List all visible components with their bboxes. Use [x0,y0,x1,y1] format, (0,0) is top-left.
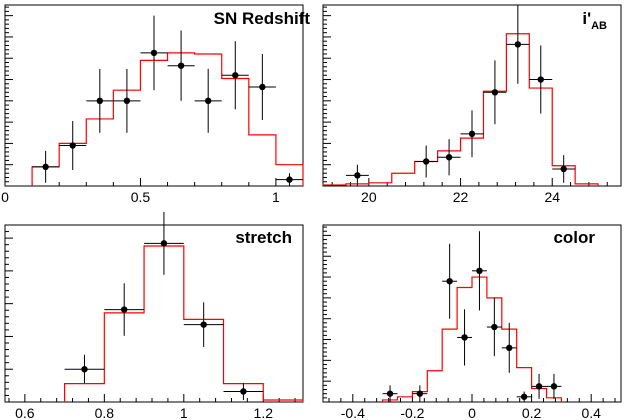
x-tick-label-sn-redshift: 1 [272,189,280,205]
data-point-sn-redshift [150,49,158,57]
data-point-i-ab [514,41,522,48]
data-point-sn-redshift [69,142,76,149]
data-point-i-ab [445,154,453,161]
data-point-color [461,334,468,341]
data-point-color [520,393,528,400]
x-tick-label-color: 0 [468,405,476,420]
data-point-color [386,390,394,397]
histogram-i-ab [322,33,599,186]
data-point-color [550,383,558,390]
panel-title-i-main: i' [582,9,591,28]
panel-title-color: color [553,228,595,247]
x-tick-label-color: -0.2 [400,405,424,420]
data-point-stretch [240,388,247,395]
panel-i-ab: 20 22 24 i'AB [322,4,622,205]
histogram-color [382,276,562,402]
data-point-sn-redshift [232,72,239,79]
data-point-i-ab [468,130,476,138]
data-point-sn-redshift [42,163,49,171]
panel-color: -0.4 -0.2 0 0.2 0.4 color [322,224,622,420]
data-point-color [476,267,483,275]
data-point-sn-redshift [286,176,293,183]
data-point-stretch [121,306,128,313]
histogram-stretch [63,245,304,402]
x-tick-label-stretch: 1 [180,405,188,420]
data-point-color [416,390,424,397]
plot-frame-color [322,224,622,403]
panel-title-i-subscript: AB [591,20,607,32]
x-tick-label-color: 0.4 [581,405,601,420]
x-tick-label-i-ab: 22 [453,189,469,205]
data-point-stretch [81,366,88,373]
data-point-sn-redshift [204,97,212,105]
data-point-sn-redshift [177,62,185,69]
x-tick-label-color: -0.4 [341,405,365,420]
x-tick-label-stretch: 1.2 [254,405,274,420]
data-point-color [506,344,513,352]
panel-title-stretch: stretch [235,228,292,247]
data-point-i-ab [560,165,567,173]
data-point-i-ab [422,158,430,165]
x-tick-label-i-ab: 24 [544,189,560,205]
x-tick-label-sn-redshift: 0 [1,189,9,205]
data-point-sn-redshift [259,83,266,91]
x-tick-label-color: 0.2 [522,405,542,420]
data-point-color [446,278,453,285]
data-point-color [491,323,498,331]
data-point-i-ab [491,89,499,96]
x-tick-label-stretch: 0.8 [95,405,115,420]
plot-frame-stretch [4,224,304,403]
panel-stretch: 0.6 0.8 1 1.2 stretch [4,211,304,420]
panel-title-i-ab: i'AB [582,9,607,32]
panel-title-sn-redshift: SN Redshift [214,9,311,28]
x-tick-label-sn-redshift: 0.5 [131,189,151,205]
data-point-stretch [160,240,168,247]
data-point-i-ab [537,76,544,83]
data-point-sn-redshift [123,97,131,105]
plot-frame-sn-redshift [4,4,304,187]
data-point-i-ab [354,172,361,179]
x-tick-label-stretch: 0.6 [15,405,35,420]
data-point-color [535,383,543,390]
plot-frame-i-ab [322,4,622,187]
x-tick-label-i-ab: 20 [361,189,377,205]
data-point-stretch [200,321,207,328]
data-point-sn-redshift [96,97,104,105]
panel-sn-redshift: 0 0.5 1 SN Redshift [1,4,311,205]
